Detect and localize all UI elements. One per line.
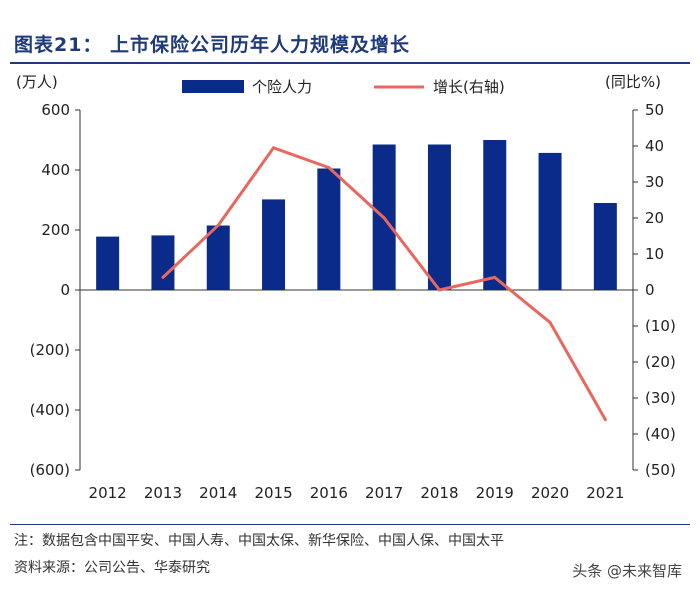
chart-title: 图表21： 上市保险公司历年人力规模及增长 [14,34,411,56]
x-tick-label: 2013 [144,484,182,502]
left-tick-label: 600 [41,101,70,119]
x-tick-label: 2014 [199,484,237,502]
legend: 个险人力 增长(右轴) [182,78,505,96]
x-tick-label: 2015 [254,484,292,502]
left-tick-label: 200 [41,221,70,239]
bar-2018 [427,144,451,290]
x-tick-label: 2016 [310,484,348,502]
legend-line-label: 增长(右轴) [433,78,505,96]
growth-point-2016 [327,166,331,170]
right-ticks: 50 40 30 20 10 0 (10) (20) (30) (40) (50) [633,101,676,479]
chart: 600 400 200 0 (200) (400) (600) 50 40 30 20 10 0 (10… [16,73,676,502]
bar-2019 [483,140,507,290]
growth-point-2020 [548,320,552,324]
x-tick-label: 2012 [89,484,127,502]
x-tick-label: 2020 [531,484,569,502]
source-note: 资料来源：公司公告、华泰研究 [14,560,210,576]
growth-line [161,146,607,422]
left-tick-label: (200) [30,341,70,359]
footnote: 注：数据包含中国平安、中国人寿、中国太保、新华保险、中国人保、中国太平 [14,533,504,549]
right-tick-label: 0 [645,281,655,299]
bar-2014 [206,225,230,290]
legend-bar-label: 个险人力 [252,78,312,96]
title-divider [10,62,690,64]
bar-2021 [593,203,617,290]
right-tick-label: (20) [645,353,676,371]
left-axis-unit: (万人) [16,73,58,91]
x-tick-label: 2018 [420,484,458,502]
right-tick-label: 50 [645,101,664,119]
right-tick-label: 10 [645,245,664,263]
right-tick-label: (50) [645,461,676,479]
right-axis-unit: (同比%) [605,73,661,91]
right-tick-label: (40) [645,425,676,443]
right-tick-label: 30 [645,173,664,191]
growth-point-2021 [603,418,607,422]
bar-2012 [96,236,120,290]
right-tick-label: (10) [645,317,676,335]
bar-2016 [317,168,341,290]
right-tick-label: 40 [645,137,664,155]
x-tick-label: 2017 [365,484,403,502]
left-tick-label: 0 [60,281,70,299]
legend-bar-swatch [182,80,244,93]
right-tick-label: (30) [645,389,676,407]
growth-point-2019 [493,275,497,279]
growth-point-2018 [437,288,441,292]
x-ticks: 2012 2013 2014 2015 2016 2017 2018 2019 2020 2021 [89,484,625,502]
footer-divider [10,524,690,525]
growth-point-2017 [382,216,386,220]
left-tick-label: (400) [30,401,70,419]
growth-point-2013 [161,275,165,279]
growth-point-2015 [272,146,276,150]
growth-point-2014 [216,223,220,227]
bar-2020 [538,152,562,290]
bar-2015 [262,199,286,290]
x-tick-label: 2019 [476,484,514,502]
watermark: 头条 @未来智库 [572,562,682,580]
left-tick-label: (600) [30,461,70,479]
bar-2013 [151,235,175,290]
left-tick-label: 400 [41,161,70,179]
x-tick-label: 2021 [586,484,624,502]
right-tick-label: 20 [645,209,664,227]
left-ticks: 600 400 200 0 (200) (400) (600) [30,101,80,479]
